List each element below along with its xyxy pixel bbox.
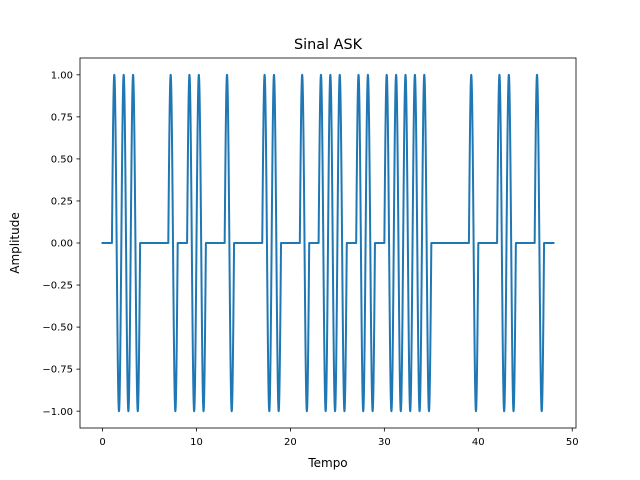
series-line <box>101 73 555 413</box>
x-tick-label: 30 <box>378 437 391 448</box>
y-tick-label: −1.00 <box>42 407 73 418</box>
x-tick-label: 50 <box>566 437 579 448</box>
y-axis-label: Amplitude <box>8 212 22 274</box>
x-axis: 0 10 20 30 40 50 <box>99 428 579 448</box>
y-tick-label: 0.75 <box>51 112 73 123</box>
x-tick-label: 20 <box>284 437 297 448</box>
chart-title: Sinal ASK <box>294 37 363 53</box>
plot-area <box>101 73 555 413</box>
y-tick-label: 0.50 <box>51 155 73 166</box>
y-tick-label: 0.25 <box>51 197 73 208</box>
y-tick-label: −0.50 <box>42 323 73 334</box>
x-tick-label: 10 <box>190 437 203 448</box>
y-tick-label: 1.00 <box>51 70 73 81</box>
y-tick-label: −0.75 <box>42 365 73 376</box>
x-axis-label: Tempo <box>307 456 347 470</box>
x-tick-label: 40 <box>472 437 485 448</box>
y-tick-label: −0.25 <box>42 281 73 292</box>
x-tick-label: 0 <box>99 437 105 448</box>
y-tick-label: 0.00 <box>51 239 73 250</box>
y-axis: −1.00 −0.75 −0.50 −0.25 0.00 0.25 0.50 0.75 1.00 <box>42 70 80 418</box>
